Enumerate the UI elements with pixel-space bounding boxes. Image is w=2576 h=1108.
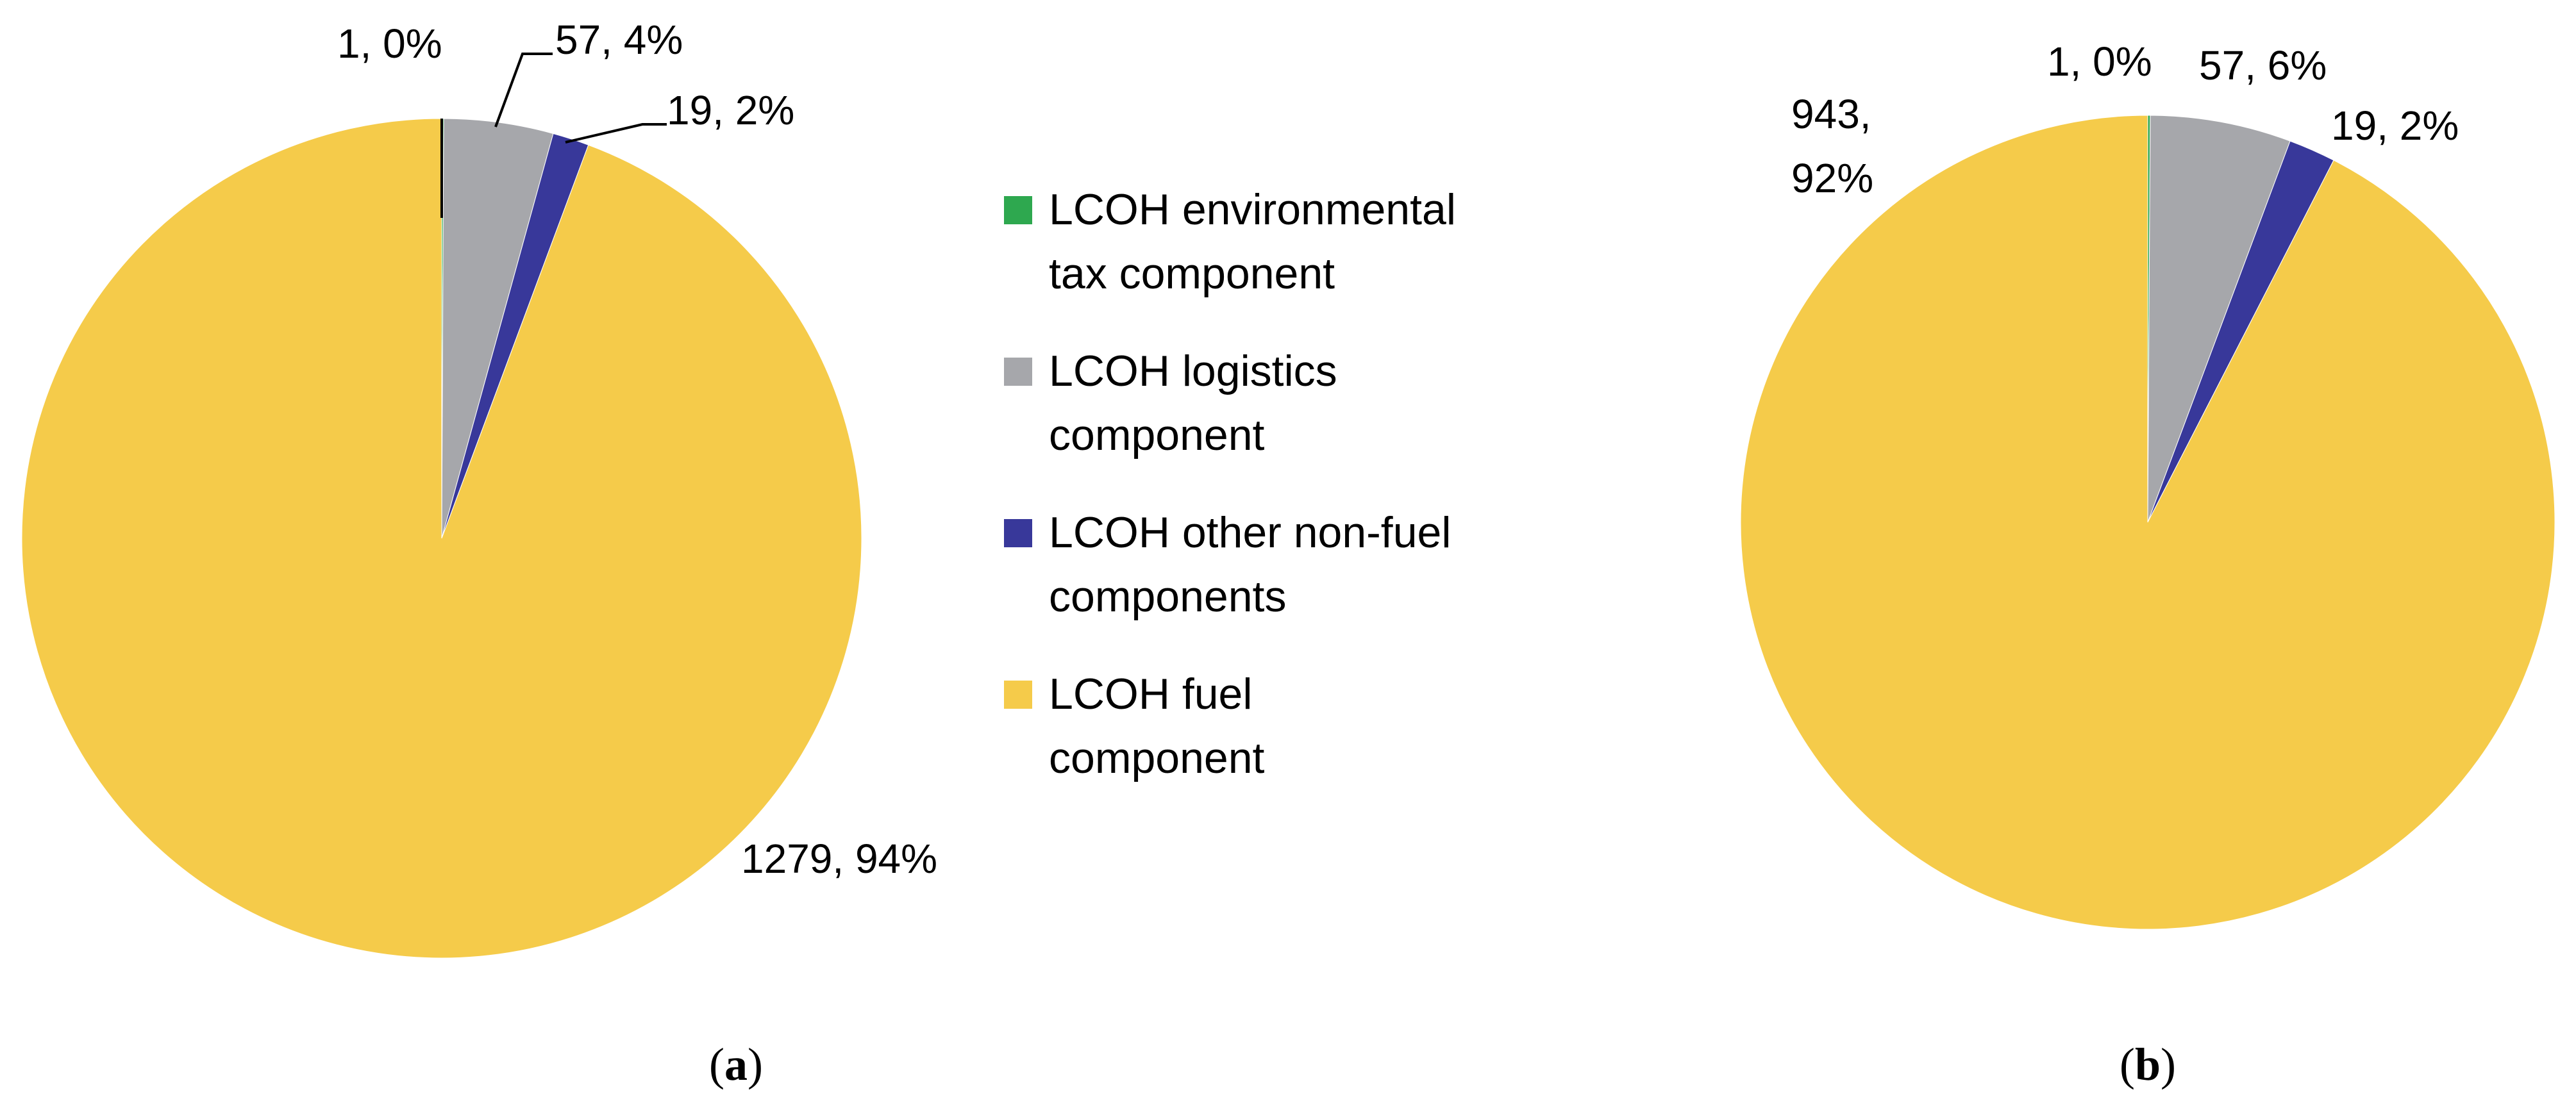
- data-label-a-fuel: 1279, 94%: [741, 836, 937, 882]
- panel-label-a-letter: a: [724, 1039, 748, 1090]
- legend-label-other-non-fuel-line1: LCOH other non-fuel: [1049, 508, 1451, 557]
- pie-slice-b-logistics: [2147, 115, 2291, 523]
- legend-item-other-non-fuel: LCOH other non-fuel components: [1004, 508, 1451, 621]
- legend-label-environmental-line1: LCOH environmental: [1049, 185, 1456, 234]
- data-label-b-environmental: 1, 0%: [2047, 38, 2152, 85]
- legend-item-environmental: LCOH environmental tax component: [1004, 185, 1456, 298]
- legend-label-logistics-line2: component: [1049, 411, 1265, 459]
- panel-label-b-letter: b: [2135, 1039, 2161, 1090]
- data-labels-a: 1, 0% 57, 4% 19, 2% 1279, 94%: [337, 17, 937, 882]
- legend-label-logistics-line1: LCOH logistics: [1049, 347, 1337, 395]
- leader-line-a-logistics: [494, 53, 553, 128]
- data-label-b-other-non-fuel: 19, 2%: [2331, 103, 2459, 149]
- legend-swatch-logistics: [1004, 358, 1032, 386]
- legend-label-fuel-line1: LCOH fuel: [1049, 670, 1252, 718]
- legend-label-other-non-fuel-line2: components: [1049, 572, 1286, 621]
- panel-label-b-close: ): [2161, 1039, 2176, 1090]
- panel-label-a-open: (: [709, 1039, 724, 1090]
- data-label-a-other-non-fuel: 19, 2%: [667, 87, 794, 133]
- panel-label-b-open: (: [2120, 1039, 2135, 1090]
- pie-slice-a-fuel: [21, 118, 862, 959]
- data-label-b-fuel-line1: 943,: [1791, 91, 1871, 137]
- panel-label-a-close: ): [748, 1039, 763, 1090]
- legend-label-fuel-line2: component: [1049, 734, 1265, 782]
- legend-item-logistics: LCOH logistics component: [1004, 347, 1337, 459]
- panel-label-b: (b): [2120, 1039, 2176, 1090]
- leader-line-a-other-non-fuel: [565, 123, 667, 144]
- panel-label-a: (a): [709, 1039, 763, 1090]
- pie-slice-b-fuel: [1740, 115, 2555, 930]
- pie-chart-a: [21, 118, 862, 959]
- pie-chart-b: [1740, 115, 2555, 930]
- data-label-b-logistics: 57, 6%: [2199, 42, 2327, 88]
- legend: LCOH environmental tax component LCOH lo…: [1004, 185, 1456, 782]
- legend-swatch-fuel: [1004, 681, 1032, 709]
- legend-item-fuel: LCOH fuel component: [1004, 670, 1265, 782]
- data-label-a-environmental: 1, 0%: [337, 21, 442, 67]
- data-labels-b: 1, 0% 57, 6% 19, 2% 943, 92%: [1791, 38, 2459, 201]
- data-label-a-logistics: 57, 4%: [555, 17, 683, 63]
- legend-label-environmental-line2: tax component: [1049, 249, 1335, 298]
- pie-slice-a-logistics: [441, 118, 554, 539]
- legend-swatch-environmental: [1004, 196, 1032, 224]
- data-label-b-fuel-line2: 92%: [1791, 155, 1873, 201]
- legend-swatch-other-non-fuel: [1004, 519, 1032, 547]
